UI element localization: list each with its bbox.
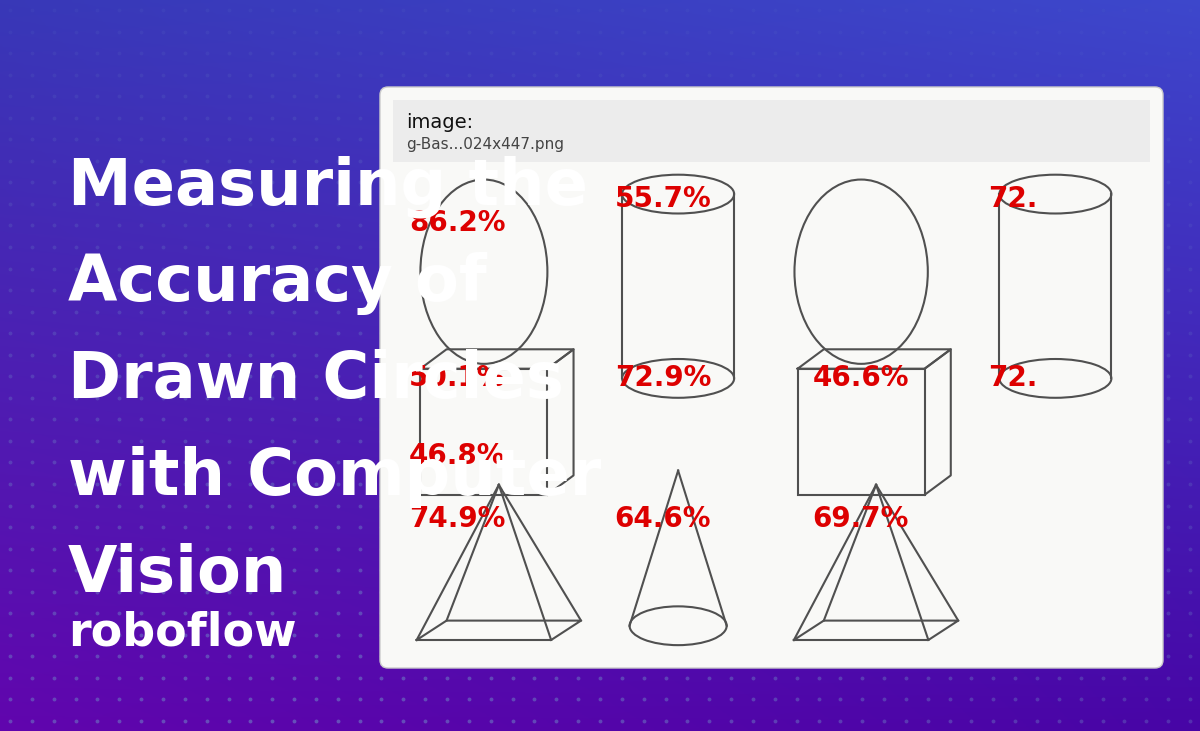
- Text: with Computer: with Computer: [68, 446, 601, 508]
- Text: 86.2%: 86.2%: [409, 209, 505, 237]
- Text: 72.: 72.: [988, 185, 1038, 213]
- Text: 46.6%: 46.6%: [812, 364, 910, 393]
- Text: 55.7%: 55.7%: [614, 185, 712, 213]
- Text: 72.: 72.: [988, 364, 1038, 393]
- Bar: [798, 368, 925, 495]
- Text: roboflow: roboflow: [68, 610, 296, 655]
- Bar: [394, 100, 1150, 162]
- Bar: [420, 368, 547, 495]
- Text: Drawn Circles: Drawn Circles: [68, 349, 564, 411]
- Text: 46.8%: 46.8%: [409, 442, 505, 470]
- Text: Measuring the: Measuring the: [68, 155, 588, 218]
- Text: Accuracy of: Accuracy of: [68, 252, 487, 315]
- Text: 64.6%: 64.6%: [614, 505, 712, 533]
- Text: 72.9%: 72.9%: [614, 364, 712, 393]
- Text: 69.7%: 69.7%: [812, 505, 908, 533]
- Text: image:: image:: [406, 113, 473, 132]
- Text: 50.1%: 50.1%: [409, 364, 505, 393]
- FancyBboxPatch shape: [380, 87, 1163, 668]
- Text: Vision: Vision: [68, 543, 287, 605]
- Text: 74.9%: 74.9%: [409, 505, 505, 533]
- Text: g-Bas...024x447.png: g-Bas...024x447.png: [406, 137, 564, 153]
